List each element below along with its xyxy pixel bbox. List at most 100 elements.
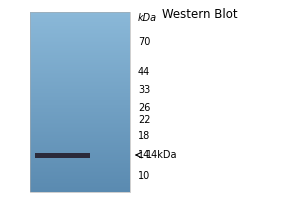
Bar bbox=[30, 167, 130, 168]
Bar bbox=[30, 78, 130, 79]
Text: 33: 33 bbox=[138, 85, 150, 95]
Bar bbox=[30, 134, 130, 135]
Bar bbox=[30, 124, 130, 126]
Bar bbox=[30, 133, 130, 134]
Bar bbox=[30, 173, 130, 174]
Bar bbox=[30, 65, 130, 66]
Bar bbox=[30, 85, 130, 86]
Bar bbox=[30, 182, 130, 183]
Bar bbox=[30, 160, 130, 162]
Text: 14: 14 bbox=[138, 150, 150, 160]
Bar bbox=[30, 106, 130, 107]
Bar bbox=[30, 127, 130, 128]
Bar bbox=[30, 101, 130, 102]
Bar bbox=[30, 81, 130, 82]
Bar bbox=[30, 62, 130, 63]
Bar bbox=[30, 80, 130, 81]
Bar bbox=[30, 136, 130, 137]
Bar bbox=[30, 152, 130, 153]
Bar bbox=[30, 51, 130, 52]
Bar bbox=[30, 177, 130, 178]
Bar bbox=[30, 67, 130, 68]
Bar bbox=[30, 129, 130, 130]
Bar bbox=[30, 79, 130, 80]
Bar bbox=[30, 82, 130, 83]
Bar bbox=[30, 143, 130, 144]
Bar bbox=[30, 76, 130, 77]
Bar bbox=[30, 155, 130, 156]
Bar bbox=[30, 71, 130, 72]
Text: 26: 26 bbox=[138, 103, 150, 113]
Bar bbox=[30, 39, 130, 40]
Bar bbox=[30, 186, 130, 187]
Bar bbox=[30, 29, 130, 30]
Bar bbox=[30, 140, 130, 141]
Bar bbox=[30, 146, 130, 147]
Bar bbox=[30, 20, 130, 21]
Bar bbox=[30, 154, 130, 155]
Bar bbox=[30, 17, 130, 18]
Bar bbox=[30, 110, 130, 111]
Bar bbox=[30, 105, 130, 106]
Bar bbox=[30, 27, 130, 28]
Bar bbox=[30, 57, 130, 58]
Bar bbox=[30, 171, 130, 172]
Bar bbox=[30, 17, 130, 18]
Bar bbox=[30, 120, 130, 121]
Bar bbox=[30, 103, 130, 104]
Bar bbox=[30, 35, 130, 36]
Bar bbox=[30, 97, 130, 98]
Bar bbox=[30, 88, 130, 90]
Bar bbox=[30, 61, 130, 62]
Bar bbox=[30, 25, 130, 26]
Bar bbox=[30, 145, 130, 146]
Bar bbox=[30, 56, 130, 57]
Bar bbox=[30, 12, 130, 192]
Bar bbox=[30, 179, 130, 180]
Bar bbox=[30, 158, 130, 159]
Bar bbox=[30, 52, 130, 53]
Bar bbox=[35, 152, 90, 158]
Bar bbox=[30, 25, 130, 26]
Bar bbox=[30, 138, 130, 139]
Bar bbox=[30, 191, 130, 192]
Bar bbox=[30, 31, 130, 32]
Bar bbox=[30, 115, 130, 116]
Bar bbox=[30, 153, 130, 154]
Bar bbox=[30, 37, 130, 38]
Bar bbox=[30, 107, 130, 108]
Bar bbox=[30, 90, 130, 91]
Bar bbox=[30, 45, 130, 46]
Bar bbox=[30, 156, 130, 157]
Bar bbox=[30, 70, 130, 71]
Bar bbox=[30, 99, 130, 100]
Bar bbox=[30, 84, 130, 85]
Bar bbox=[30, 123, 130, 124]
Bar bbox=[30, 118, 130, 119]
Bar bbox=[30, 124, 130, 125]
Bar bbox=[30, 53, 130, 54]
Bar bbox=[30, 88, 130, 89]
Bar bbox=[30, 125, 130, 126]
Bar bbox=[30, 142, 130, 144]
Bar bbox=[30, 73, 130, 74]
Bar bbox=[30, 113, 130, 114]
Bar bbox=[30, 38, 130, 39]
Bar bbox=[30, 47, 130, 48]
Bar bbox=[30, 169, 130, 170]
Bar bbox=[30, 68, 130, 69]
Text: 10: 10 bbox=[138, 171, 150, 181]
Bar bbox=[30, 36, 130, 37]
Bar bbox=[30, 21, 130, 22]
Text: Western Blot: Western Blot bbox=[162, 8, 238, 21]
Bar bbox=[30, 164, 130, 165]
Bar bbox=[30, 48, 130, 49]
Bar bbox=[30, 187, 130, 188]
Bar bbox=[30, 71, 130, 72]
Bar bbox=[30, 100, 130, 101]
Bar bbox=[30, 74, 130, 75]
Bar bbox=[30, 122, 130, 123]
Bar bbox=[30, 69, 130, 70]
Bar bbox=[30, 12, 130, 13]
Bar bbox=[30, 96, 130, 97]
